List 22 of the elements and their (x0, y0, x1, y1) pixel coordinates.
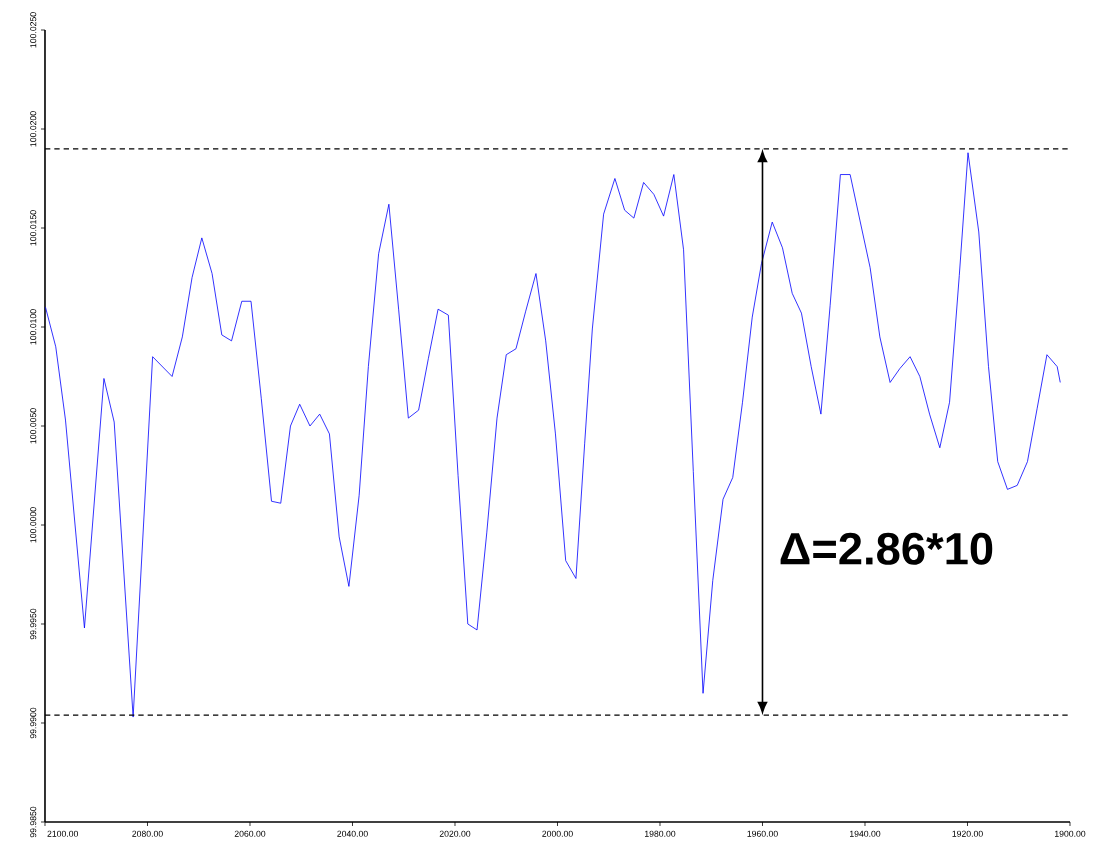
x-tick-label: 2020.00 (439, 830, 471, 837)
line-series (45, 152, 1061, 718)
y-tick-label: 100.0000 (30, 507, 37, 543)
y-tick-label: 100.0050 (30, 408, 37, 444)
y-tick-label: 99.9850 (30, 806, 37, 838)
y-tick-label: 99.9900 (30, 707, 37, 739)
x-tick-label: 2100.00 (47, 830, 79, 837)
x-tick-label: 1980.00 (645, 830, 676, 837)
y-tick-label: 100.0100 (30, 309, 37, 345)
annotation: Δ=2.86*10 (780, 532, 993, 565)
x-tick-label: 1900.00 (1055, 830, 1086, 837)
x-tick-label: 1960.00 (747, 830, 778, 837)
y-tick-label: 99.9950 (30, 608, 37, 640)
y-tick-label: 100.0250 (30, 12, 37, 48)
x-tick-label: 2060.00 (234, 830, 266, 837)
y-tick-label: 100.0150 (30, 210, 37, 246)
y-tick-label: 100.0200 (30, 111, 37, 147)
x-tick-label: 2080.00 (132, 830, 163, 837)
x-tick-label: 2000.00 (542, 830, 573, 837)
x-tick-label: 1920.00 (952, 830, 983, 837)
x-tick-label: 1940.00 (850, 830, 881, 837)
x-tick-label: 2040.00 (337, 830, 368, 837)
